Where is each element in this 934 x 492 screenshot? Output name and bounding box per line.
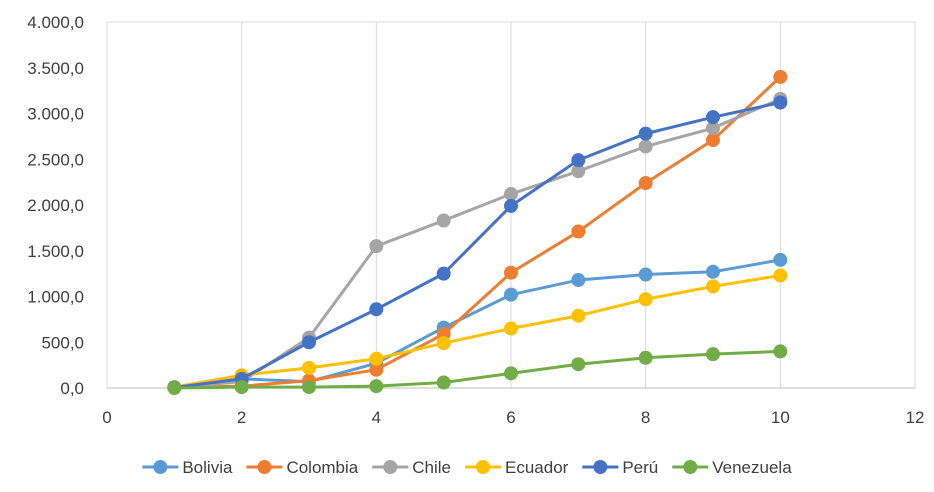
data-point — [706, 110, 720, 125]
data-point — [504, 287, 518, 302]
legend-marker — [683, 460, 698, 474]
x-tick-label: 4 — [372, 408, 381, 427]
data-point — [638, 126, 653, 141]
series-line — [172, 258, 782, 389]
data-point — [638, 292, 653, 307]
series-colombia — [167, 69, 788, 395]
legend-marker — [383, 460, 398, 474]
legend-item-chile: Chile — [372, 458, 451, 477]
data-point — [302, 360, 316, 375]
data-point — [167, 381, 182, 395]
data-point — [773, 268, 788, 283]
legend-item-ecuador: Ecuador — [465, 458, 569, 477]
series-line — [172, 273, 782, 389]
data-point — [571, 308, 586, 323]
legend-item-bolivia: Bolivia — [142, 458, 233, 477]
data-point — [436, 375, 451, 390]
data-point — [706, 347, 720, 362]
data-point — [504, 187, 518, 202]
legend: Bolivia Colombia Chile Ecuador Perú Venezuela — [142, 458, 792, 477]
legend-label: Colombia — [286, 458, 358, 477]
data-point — [706, 133, 720, 148]
series-lines — [167, 69, 788, 395]
data-point — [571, 224, 586, 239]
legend-marker — [476, 460, 490, 474]
legend-label: Perú — [622, 458, 658, 477]
series-perú — [167, 95, 788, 395]
series-line — [172, 349, 782, 390]
data-point — [571, 273, 586, 288]
data-point — [638, 139, 653, 154]
y-tick-label: 500,0 — [41, 333, 84, 352]
data-point — [773, 69, 788, 84]
data-point — [571, 357, 586, 372]
data-point — [436, 213, 451, 228]
data-point — [369, 362, 384, 377]
x-tick-label: 2 — [237, 408, 246, 427]
legend-label: Ecuador — [505, 458, 569, 477]
x-tick-label: 12 — [906, 408, 925, 427]
data-point — [571, 164, 586, 179]
legend-label: Chile — [412, 458, 451, 477]
data-point — [369, 302, 384, 317]
legend-label: Venezuela — [712, 458, 792, 477]
data-point — [638, 267, 653, 282]
y-tick-label: 4.000,0 — [27, 13, 84, 32]
y-tick-label: 3.500,0 — [27, 59, 84, 78]
data-point — [638, 350, 653, 365]
axes: 0 2 4 6 8 10 12 0,0 500,0 1.000,0 1.500,0 2.000,0 2.… — [27, 13, 924, 427]
data-point — [369, 351, 384, 366]
legend-item-colombia: Colombia — [246, 458, 359, 477]
series-line — [172, 75, 782, 390]
x-tick-label: 0 — [102, 408, 111, 427]
data-point — [504, 198, 518, 213]
y-tick-label: 2.500,0 — [27, 150, 84, 169]
series-chile — [167, 91, 788, 395]
x-tick-label: 10 — [771, 408, 790, 427]
legend-marker — [153, 460, 168, 474]
data-point — [504, 366, 518, 381]
data-point — [436, 266, 451, 281]
data-point — [773, 344, 788, 359]
legend-item-perú: Perú — [582, 458, 658, 477]
data-point — [369, 379, 384, 394]
data-point — [504, 265, 518, 280]
legend-item-venezuela: Venezuela — [672, 458, 792, 477]
legend-marker — [257, 460, 272, 474]
data-point — [302, 335, 316, 350]
y-tick-label: 2.000,0 — [27, 196, 84, 215]
y-tick-label: 0,0 — [60, 379, 84, 398]
data-point — [773, 252, 788, 267]
data-point — [234, 380, 249, 395]
x-tick-label: 8 — [641, 408, 650, 427]
legend-label: Bolivia — [182, 458, 233, 477]
data-point — [571, 153, 586, 168]
y-tick-label: 3.000,0 — [27, 105, 84, 124]
y-tick-label: 1.500,0 — [27, 242, 84, 261]
data-point — [706, 279, 720, 294]
series-line — [172, 97, 782, 390]
series-venezuela — [167, 344, 788, 395]
y-tick-label: 1.000,0 — [27, 288, 84, 307]
legend-marker — [593, 460, 608, 474]
series-line — [172, 101, 782, 390]
data-point — [773, 95, 788, 110]
data-point — [706, 121, 720, 136]
data-point — [706, 264, 720, 279]
data-point — [638, 176, 653, 191]
x-tick-label: 6 — [506, 408, 515, 427]
data-point — [369, 239, 384, 254]
data-point — [302, 380, 316, 395]
data-point — [436, 336, 451, 351]
series-ecuador — [167, 268, 788, 395]
data-point — [504, 321, 518, 336]
